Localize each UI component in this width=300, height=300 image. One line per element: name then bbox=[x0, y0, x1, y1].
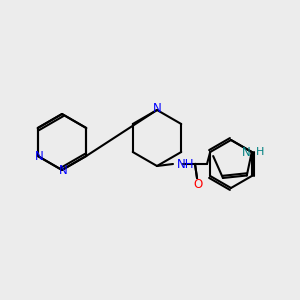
Text: N: N bbox=[242, 146, 251, 158]
Text: N: N bbox=[34, 149, 43, 163]
Text: N: N bbox=[58, 164, 68, 176]
Text: N: N bbox=[153, 103, 161, 116]
Text: O: O bbox=[194, 178, 202, 190]
Text: NH: NH bbox=[177, 158, 194, 170]
Text: H: H bbox=[256, 147, 264, 157]
